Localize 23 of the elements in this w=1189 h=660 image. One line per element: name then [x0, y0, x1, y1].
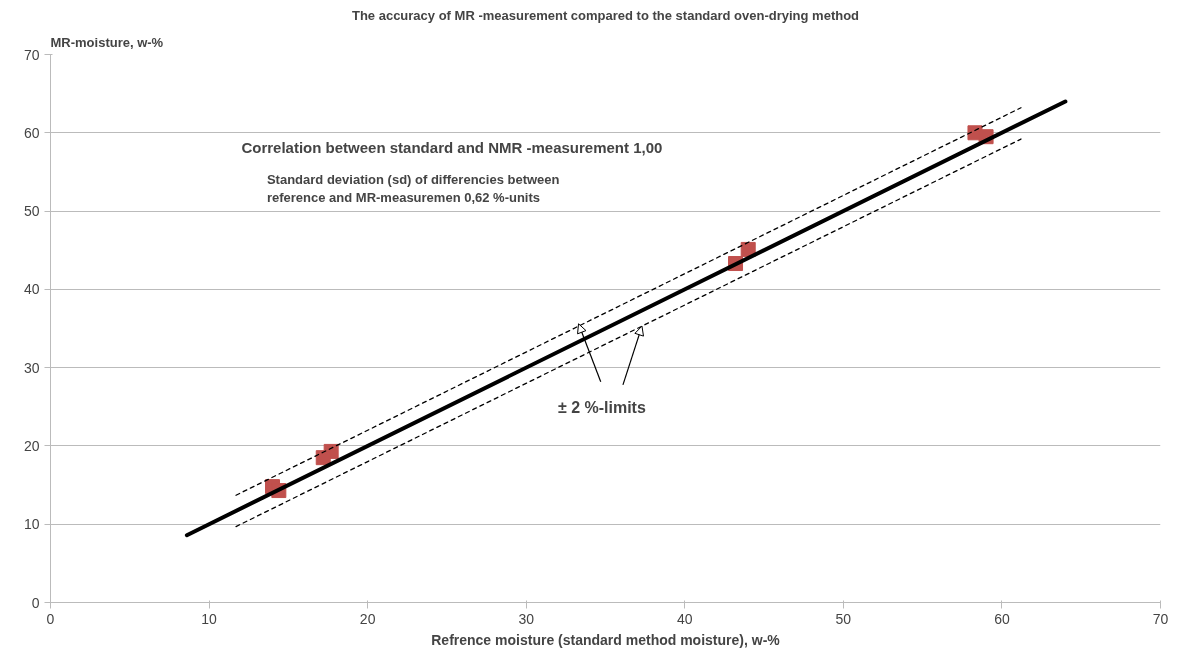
y-axis-title: MR-moisture, w-% [50, 34, 164, 50]
x-tick-label: 0 [46, 610, 55, 627]
y-tick-label: 10 [23, 516, 40, 533]
y-tick-label: 30 [23, 359, 40, 376]
x-tick-label: 70 [1152, 610, 1169, 627]
point [315, 450, 331, 466]
chart-title: The accuracy of MR -measurement compared to the standard oven-drying method [351, 7, 860, 23]
y-tick-label: 40 [23, 281, 40, 298]
x-tick-label: 40 [677, 610, 693, 627]
x-tick-label: 10 [201, 610, 218, 627]
y-tick-label: 60 [23, 124, 40, 141]
y-tick-label: 0 [31, 594, 40, 611]
y-tick-label: 70 [23, 46, 40, 63]
x-tick-label: 20 [359, 610, 376, 627]
x-tick-label: 60 [994, 610, 1010, 627]
x-tick-label: 30 [518, 610, 535, 627]
y-tick-label: 50 [23, 203, 40, 220]
annotation: Correlation between standard and NMR -measurement 1,00 [241, 139, 663, 157]
annotation: Standard deviation (sd) of differencies between reference and MR-measuremen 0,62 %-units [266, 172, 560, 206]
annotation: ± 2 %-limits [557, 398, 646, 416]
x-tick-label: 50 [835, 610, 852, 627]
y-tick-label: 20 [23, 437, 40, 454]
x-axis-title: Refrence moisture (standard method moisture), w-% [431, 631, 781, 648]
